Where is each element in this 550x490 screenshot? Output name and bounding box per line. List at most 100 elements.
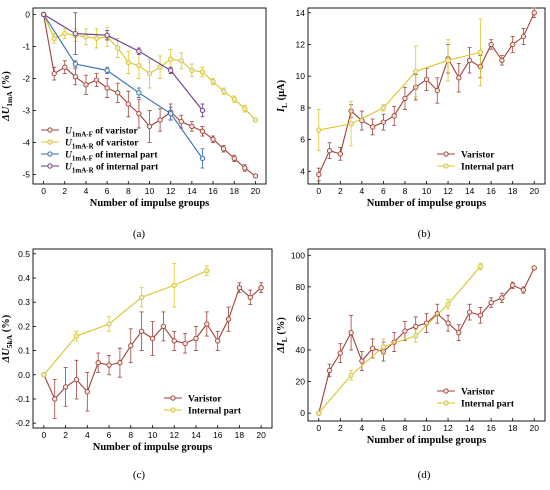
legend-label: U1mA-F of internal part (65, 151, 158, 163)
y-tick-label: 4 (300, 166, 305, 176)
data-point (488, 300, 494, 306)
panel-label: (b) (418, 228, 431, 240)
data-point (193, 335, 199, 342)
panel-label: (c) (133, 469, 146, 481)
data-point (117, 360, 123, 366)
data-point (40, 11, 47, 18)
data-point (199, 128, 206, 134)
x-axis-label: Number of impulse groups (367, 435, 487, 446)
data-point (220, 88, 227, 94)
x-tick-label: 10 (422, 186, 432, 196)
legend-label: Internal part (461, 163, 515, 173)
data-point (83, 82, 89, 88)
x-tick-label: 18 (508, 423, 518, 433)
x-tick-label: 20 (256, 430, 266, 440)
data-point (242, 165, 248, 171)
x-tick-label: 18 (229, 186, 239, 196)
legend-label: Varistor (461, 151, 495, 161)
x-tick-label: 4 (85, 430, 90, 440)
panel-label: (a) (133, 228, 146, 240)
data-point (231, 155, 237, 162)
data-point (236, 285, 243, 291)
legend-swatch-marker (443, 151, 449, 157)
series-yellow (316, 18, 484, 152)
data-point (466, 57, 473, 63)
legend: Varistor Internal part (437, 151, 515, 173)
x-tick-label: 0 (316, 423, 321, 433)
x-tick-label: 6 (105, 186, 110, 196)
x-tick-label: 16 (213, 430, 223, 440)
data-point (189, 67, 195, 74)
data-point (136, 90, 142, 96)
y-tick-label: 0.5 (18, 249, 30, 259)
y-tick-label: 6 (300, 135, 305, 145)
chart-panel-2: 0 2 4 6 8 10 12 14 16 18 20 4 6 8 10 12 14 Number of impu… (276, 7, 546, 240)
series-line (43, 270, 208, 376)
x-tick-label: 16 (208, 186, 218, 196)
x-tick-label: 2 (338, 423, 343, 433)
x-tick-label: 4 (84, 186, 89, 196)
data-point (359, 358, 365, 364)
series-red (41, 282, 264, 419)
data-point (445, 301, 451, 307)
x-tick-label: 6 (381, 423, 386, 433)
data-point (125, 59, 131, 66)
x-tick-label: 12 (166, 186, 176, 196)
y-tick-label: 12 (296, 39, 306, 49)
data-point (445, 57, 451, 63)
x-tick-label: 8 (126, 186, 131, 196)
data-point (488, 41, 494, 48)
data-point (225, 316, 232, 322)
data-point (178, 118, 184, 125)
data-point (520, 33, 527, 40)
y-tick-label: 8 (300, 103, 305, 113)
data-point (477, 263, 484, 270)
data-point (95, 360, 101, 366)
series-blue (40, 11, 206, 169)
x-tick-label: 16 (486, 423, 496, 433)
y-tick-label: 0.2 (18, 321, 30, 331)
data-point (510, 41, 516, 48)
x-tick-label: 2 (63, 430, 68, 440)
y-tick-label: -2 (22, 73, 30, 83)
y-tick-label: 10 (296, 71, 306, 81)
data-point (182, 340, 188, 346)
legend-swatch-marker (47, 139, 53, 145)
legend-swatch-marker (47, 163, 53, 169)
data-point (466, 309, 473, 315)
series-line (43, 13, 203, 111)
data-point (171, 282, 177, 288)
data-point (316, 171, 322, 178)
data-point (157, 117, 163, 123)
x-tick-label: 0 (41, 186, 46, 196)
data-point (72, 30, 79, 37)
legend-swatch-marker (443, 400, 449, 406)
data-point (369, 124, 376, 130)
data-point (62, 64, 68, 70)
data-point (337, 350, 343, 356)
data-point (104, 67, 110, 74)
x-tick-label: 4 (359, 423, 364, 433)
data-point (189, 123, 195, 130)
x-tick-label: 20 (251, 186, 261, 196)
y-tick-label: -1 (22, 41, 30, 51)
legend: Varistor Internal part (437, 388, 515, 410)
data-point (72, 74, 79, 80)
series-yellow (40, 11, 259, 123)
y-tick-label: 60 (296, 313, 306, 323)
data-point (510, 282, 516, 288)
legend: Varistor Internal part (164, 395, 242, 417)
data-point (157, 64, 163, 70)
data-point (391, 113, 397, 119)
data-point (146, 123, 153, 130)
data-point (136, 48, 142, 54)
data-point (115, 45, 121, 51)
data-point (51, 70, 57, 77)
data-point (62, 384, 69, 390)
data-point (171, 338, 177, 344)
data-point (247, 294, 253, 301)
data-point (477, 312, 484, 318)
legend-swatch-marker (47, 151, 53, 157)
